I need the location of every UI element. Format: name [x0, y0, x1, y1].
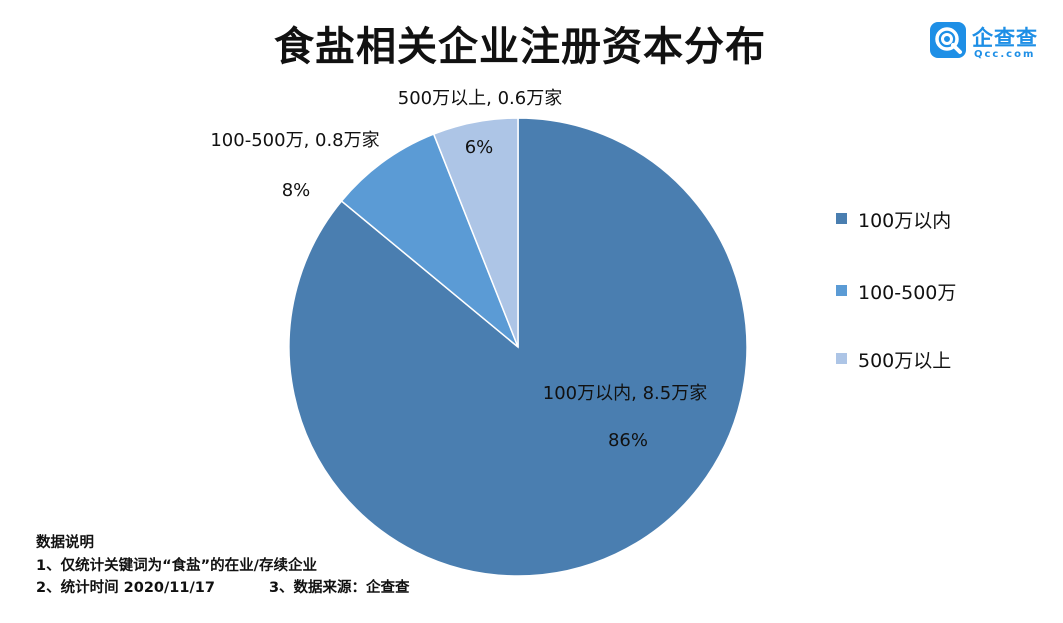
notes-heading: 数据说明 [36, 535, 94, 551]
legend-item-1m-5m: 100-500万 [836, 277, 996, 304]
pie-slice-over-5m [432, 117, 519, 348]
pie-slice-1m-5m [340, 133, 519, 348]
legend-swatch [836, 285, 847, 296]
legend-item-over-5m: 500万以上 [836, 345, 996, 372]
notes-line-1: 1、仅统计关键词为“食盐”的在业/存续企业 [36, 557, 317, 574]
percent-label-over-5m: 6% [465, 137, 494, 158]
percent-label-under-1m: 86% [608, 430, 648, 451]
legend-swatch [836, 213, 847, 224]
notes-source: 3、数据来源：企查查 [268, 580, 410, 596]
data-notes: 数据说明 1、仅统计关键词为“食盐”的在业/存续企业 2、统计时间 2020/1… [36, 532, 410, 600]
brand-name: 企查查 [972, 26, 1038, 50]
legend-label: 100-500万 [858, 282, 957, 304]
brand-url: Qcc.com [974, 49, 1036, 60]
legend-label: 100万以内 [858, 210, 952, 232]
qcc-logo-icon [930, 22, 966, 58]
notes-time: 2、统计时间 2020/11/17 [36, 580, 215, 596]
data-label-under-1m: 100万以内, 8.5万家 [543, 383, 707, 404]
notes-line-2: 2、统计时间 2020/11/17 3、数据来源：企查查 [36, 577, 410, 600]
data-label-1m-5m: 100-500万, 0.8万家 [210, 130, 379, 151]
brand-logo: 企查查 Qcc.com [930, 22, 1050, 66]
chart-title: 食盐相关企业注册资本分布 [274, 24, 766, 70]
legend-item-under-1m: 100万以内 [836, 205, 996, 232]
data-label-over-5m: 500万以上, 0.6万家 [398, 88, 562, 109]
legend-label: 500万以上 [858, 350, 952, 372]
legend-swatch [836, 353, 847, 364]
percent-label-1m-5m: 8% [282, 180, 311, 201]
